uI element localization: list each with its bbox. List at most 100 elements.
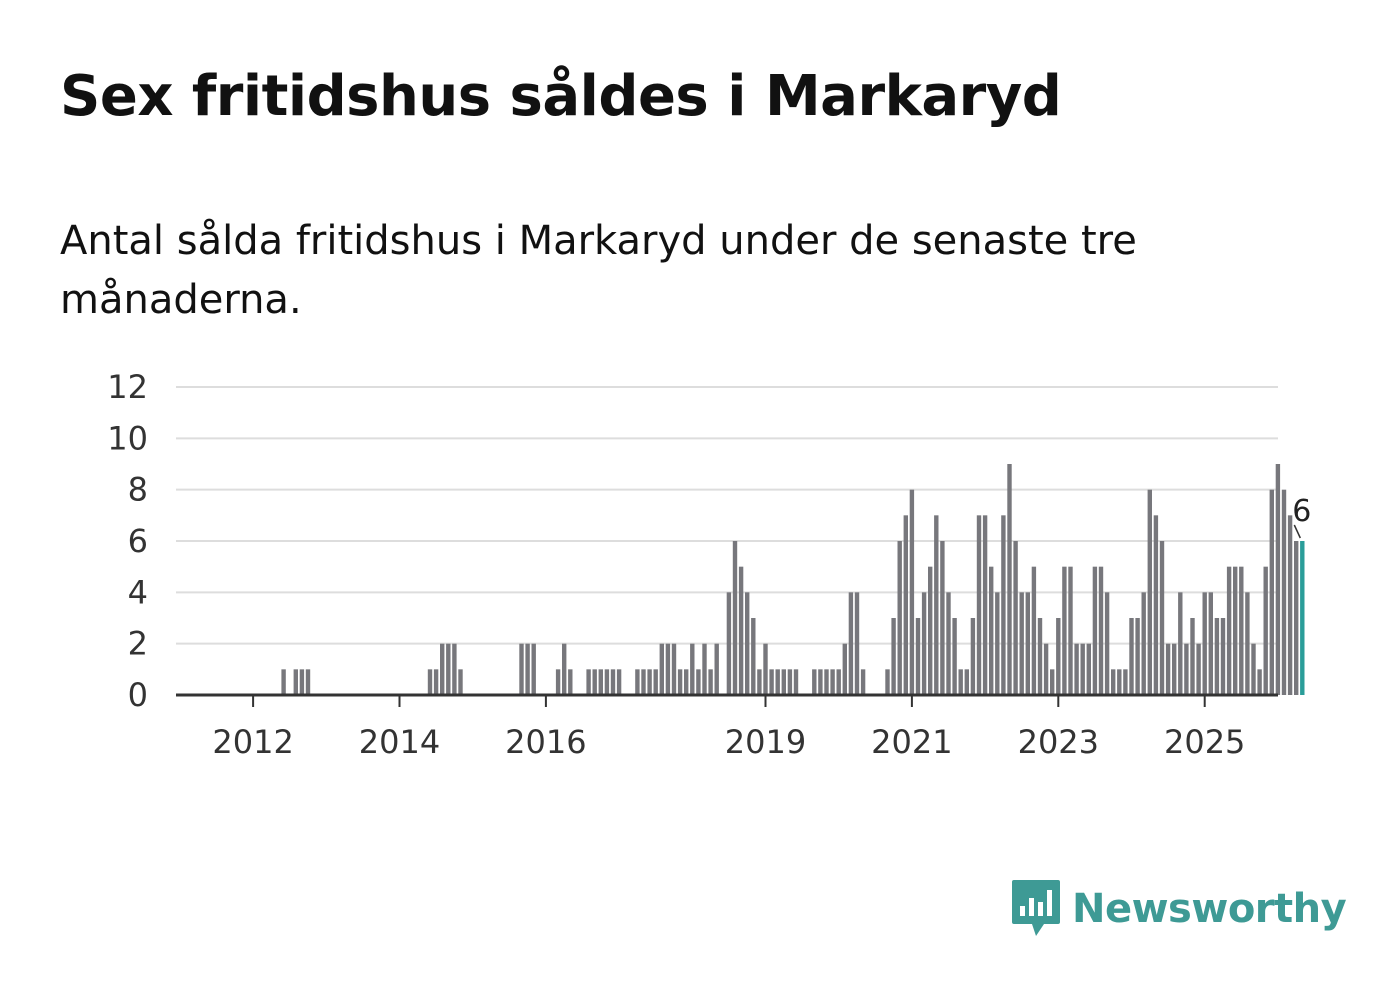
bar bbox=[745, 592, 750, 695]
bar bbox=[671, 643, 677, 695]
bar bbox=[659, 643, 664, 695]
bar bbox=[769, 669, 774, 695]
bar bbox=[1153, 515, 1159, 695]
bar bbox=[702, 643, 707, 695]
bar bbox=[1208, 592, 1213, 695]
y-tick-label: 4 bbox=[128, 573, 148, 611]
last-value-label: 6 bbox=[1292, 494, 1311, 529]
bar bbox=[677, 669, 683, 695]
bar bbox=[1287, 515, 1293, 695]
bar bbox=[1098, 566, 1104, 695]
labels: 0 2 4 6 8 10 12 2012 2014 2016 2019 2021 2023 2025 6 bbox=[107, 368, 1311, 761]
bar bbox=[458, 669, 463, 695]
x-tick-label: 2014 bbox=[359, 723, 440, 761]
bar bbox=[1275, 464, 1281, 695]
bar bbox=[1001, 515, 1006, 695]
bar bbox=[446, 643, 451, 695]
bar bbox=[1226, 566, 1232, 695]
bar bbox=[452, 643, 457, 695]
bar bbox=[586, 669, 591, 695]
bar bbox=[726, 592, 732, 695]
chart-subtitle: Antal sålda fritidshus i Markaryd under … bbox=[60, 218, 1137, 323]
bar-chart: 0 2 4 6 8 10 12 2012 2014 2016 2019 2021 2023 2025 6 bbox=[107, 368, 1311, 761]
bar bbox=[995, 592, 1000, 695]
bar bbox=[647, 669, 652, 695]
bar bbox=[1214, 618, 1220, 695]
bar bbox=[989, 566, 994, 695]
x-tick-label: 2016 bbox=[505, 723, 586, 761]
bar bbox=[732, 541, 738, 695]
x-tick-label: 2012 bbox=[212, 723, 293, 761]
bar bbox=[763, 643, 768, 695]
y-tick-label: 6 bbox=[128, 522, 148, 560]
bar bbox=[1013, 541, 1018, 695]
bar bbox=[787, 669, 793, 695]
bar bbox=[690, 643, 695, 695]
x-tick-label: 2019 bbox=[725, 723, 806, 761]
bar bbox=[970, 618, 976, 695]
bar bbox=[525, 643, 530, 695]
bar bbox=[1056, 618, 1061, 695]
bar bbox=[1141, 592, 1146, 695]
bar bbox=[616, 669, 622, 695]
bar bbox=[1147, 489, 1152, 695]
bar bbox=[519, 643, 524, 695]
bar bbox=[909, 489, 915, 695]
bar bbox=[1129, 618, 1134, 695]
bar bbox=[1031, 566, 1037, 695]
chart-title: Sex fritidshus såldes i Markaryd bbox=[60, 64, 1062, 129]
bar bbox=[860, 669, 866, 695]
bar bbox=[854, 592, 860, 695]
y-tick-label: 12 bbox=[107, 368, 148, 406]
bar bbox=[281, 669, 286, 695]
x-tick-label: 2023 bbox=[1018, 723, 1099, 761]
bar bbox=[1037, 618, 1043, 695]
bar bbox=[696, 669, 701, 695]
value-label-leader bbox=[1293, 524, 1301, 539]
bar bbox=[635, 669, 640, 695]
bar bbox=[952, 618, 957, 695]
bar bbox=[1202, 592, 1207, 695]
bar bbox=[1074, 643, 1079, 695]
bar bbox=[903, 515, 908, 695]
bar bbox=[555, 669, 561, 695]
newsworthy-logo: Newsworthy bbox=[1010, 878, 1347, 940]
bar bbox=[964, 669, 969, 695]
bar bbox=[1068, 566, 1073, 695]
bar bbox=[1092, 566, 1098, 695]
logo-text: Newsworthy bbox=[1072, 886, 1347, 932]
bar bbox=[818, 669, 823, 695]
bar bbox=[946, 592, 951, 695]
bar bbox=[1123, 669, 1128, 695]
bar bbox=[293, 669, 298, 695]
bar bbox=[568, 669, 573, 695]
bar bbox=[598, 669, 603, 695]
bar bbox=[982, 515, 988, 695]
y-tick-label: 8 bbox=[128, 471, 148, 509]
bar bbox=[708, 669, 713, 695]
newsworthy-chart-icon bbox=[1012, 880, 1060, 936]
bar bbox=[1245, 592, 1250, 695]
bar bbox=[1007, 464, 1012, 695]
bar-highlight bbox=[1300, 541, 1305, 695]
bar bbox=[830, 669, 835, 695]
bar bbox=[1257, 669, 1262, 695]
bar bbox=[1159, 541, 1165, 695]
bar bbox=[433, 669, 439, 695]
bar bbox=[934, 515, 939, 695]
bar bbox=[738, 566, 744, 695]
bar bbox=[793, 669, 799, 695]
bar bbox=[812, 669, 817, 695]
y-tick-label: 2 bbox=[128, 625, 148, 663]
bar bbox=[562, 643, 567, 695]
bar bbox=[1281, 489, 1287, 695]
bar bbox=[921, 592, 927, 695]
bar bbox=[299, 669, 305, 695]
bar bbox=[775, 669, 780, 695]
bar bbox=[1251, 643, 1256, 695]
bar bbox=[1196, 643, 1201, 695]
bar bbox=[940, 541, 945, 695]
bar bbox=[891, 618, 896, 695]
bar bbox=[836, 669, 841, 695]
x-tick-label: 2025 bbox=[1164, 723, 1245, 761]
